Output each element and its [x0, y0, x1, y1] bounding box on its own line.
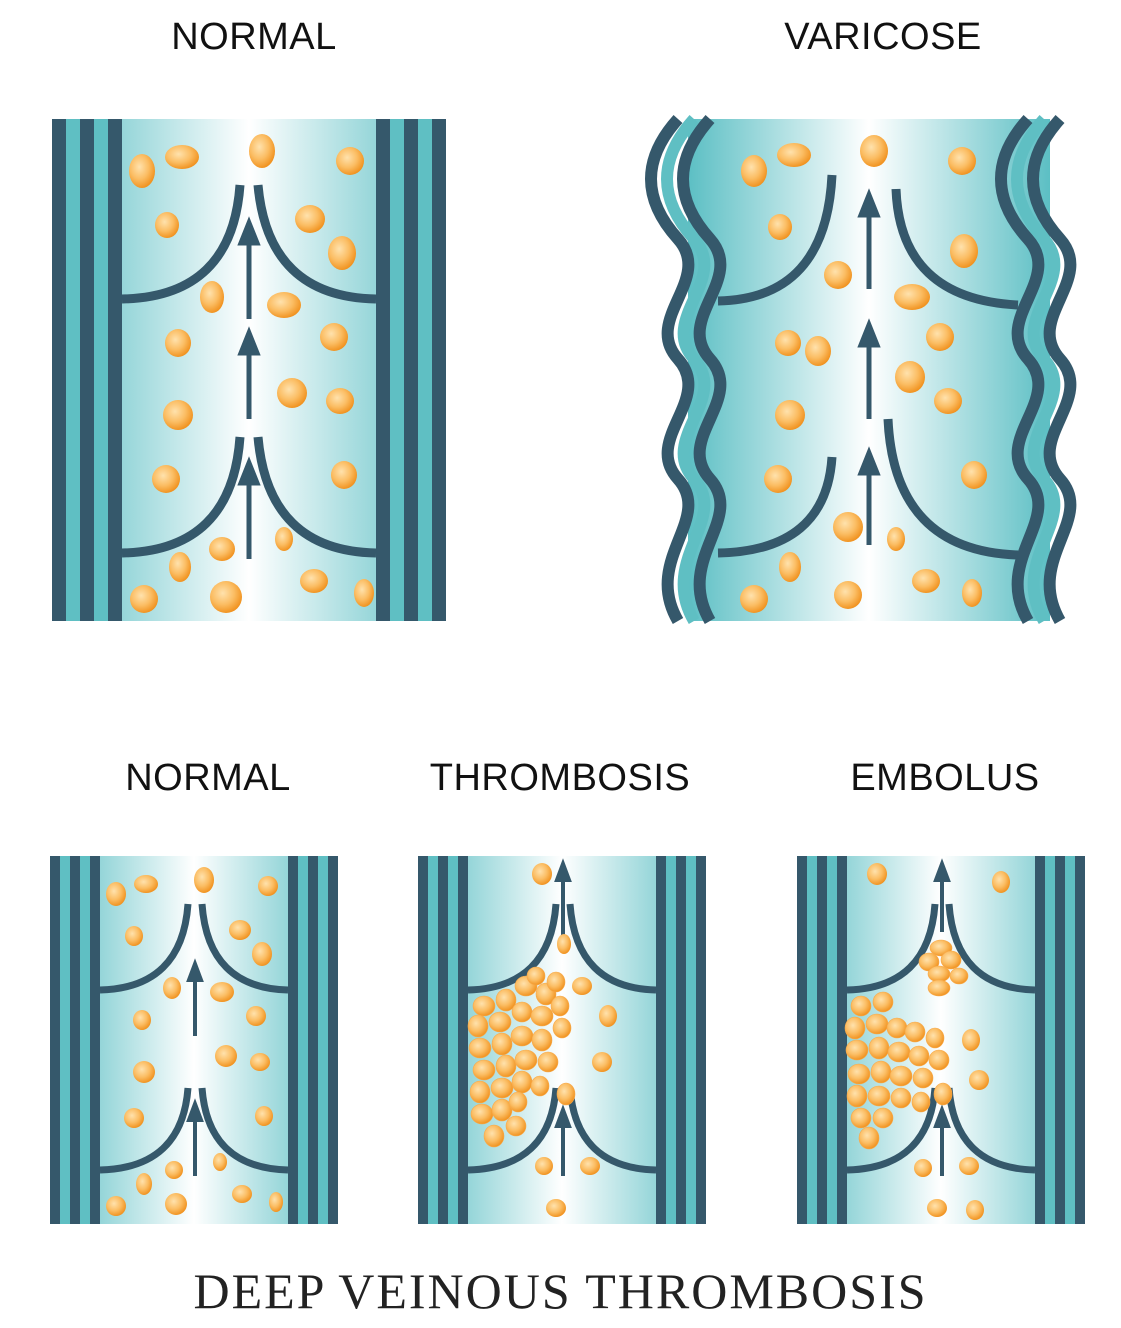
- valve-upper: [846, 903, 1036, 994]
- vein-wall-left: [52, 119, 122, 621]
- vein-wall-right: [656, 856, 706, 1224]
- valve-lower: [846, 1087, 1036, 1174]
- blood-cells: [867, 863, 1010, 1220]
- flow-arrows: [857, 188, 881, 545]
- diagram-title: DEEP VEINOUS THROMBOSIS: [193, 1263, 928, 1319]
- flow-arrows: [237, 216, 261, 559]
- diagram-top-normal: [52, 119, 446, 621]
- flow-arrows: [933, 858, 951, 1176]
- thrombus-clot: [844, 991, 953, 1150]
- vein-wall-left: [50, 856, 100, 1224]
- diagram-bottom-normal: [50, 856, 338, 1224]
- flow-arrows: [554, 858, 572, 1176]
- valve-upper: [99, 903, 289, 994]
- label-bottom-thrombosis: THROMBOSIS: [429, 757, 691, 799]
- flow-arrows: [186, 958, 204, 1176]
- label-top-varicose: VARICOSE: [784, 16, 982, 58]
- vein-wall-right: [288, 856, 338, 1224]
- valve-lower: [467, 1087, 657, 1174]
- valve-upper: [467, 903, 657, 994]
- label-top-normal: NORMAL: [171, 16, 337, 58]
- diagram-bottom-embolus: [797, 856, 1085, 1224]
- vein-wall-left: [645, 114, 727, 625]
- diagram-top-varicose: [645, 114, 1077, 625]
- blood-cells: [106, 867, 283, 1216]
- valve-upper-open: [717, 174, 1019, 310]
- vein-wall-left: [797, 856, 847, 1224]
- vein-wall-right: [995, 114, 1077, 625]
- vein-wall-right: [376, 119, 446, 621]
- valve-lower-open: [717, 418, 1019, 560]
- thrombus-clot: [467, 966, 576, 1148]
- diagram-bottom-thrombosis: [418, 856, 706, 1224]
- label-bottom-normal: NORMAL: [125, 757, 291, 799]
- valve-lower: [99, 1087, 289, 1174]
- vein-wall-left: [418, 856, 468, 1224]
- embolus-fragment: [918, 939, 969, 997]
- blood-cells: [129, 134, 374, 613]
- vein-wall-right: [1035, 856, 1085, 1224]
- valve-upper: [121, 184, 377, 304]
- blood-cells: [532, 863, 617, 1217]
- label-bottom-embolus: EMBOLUS: [850, 757, 1040, 799]
- valve-lower: [121, 436, 377, 558]
- blood-cells: [740, 135, 987, 613]
